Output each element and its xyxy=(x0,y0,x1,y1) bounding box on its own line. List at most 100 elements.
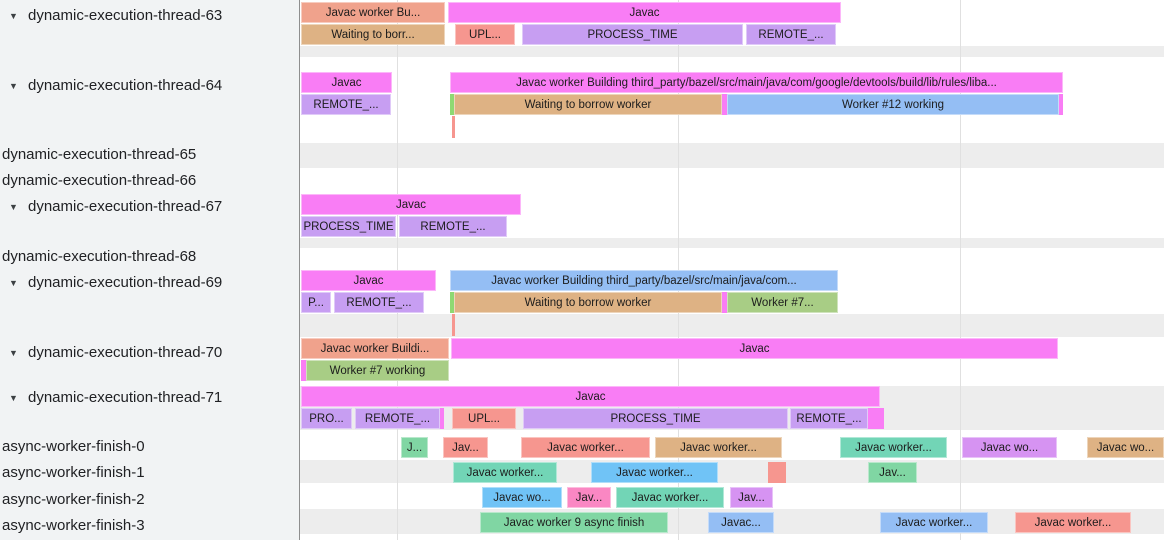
thread-row-async-worker-finish-1[interactable]: async-worker-finish-1 xyxy=(0,462,298,484)
trace-slice-label: Jav... xyxy=(452,441,479,454)
trace-slice[interactable]: Jav... xyxy=(567,487,611,508)
trace-slice[interactable]: Javac xyxy=(301,386,880,407)
thread-label: async-worker-finish-1 xyxy=(2,464,145,481)
trace-slice[interactable]: Waiting to borrow worker xyxy=(454,292,722,313)
trace-slice[interactable]: Worker #12 working xyxy=(727,94,1059,115)
trace-slice-label: Javac worker... xyxy=(895,516,973,529)
row-stripe xyxy=(300,46,1164,57)
thread-row-dynamic-execution-thread-66[interactable]: dynamic-execution-thread-66 xyxy=(0,170,298,192)
trace-slice-label: Javac worker Bu... xyxy=(325,6,421,19)
thread-row-dynamic-execution-thread-68[interactable]: dynamic-execution-thread-68 xyxy=(0,246,298,268)
trace-slice[interactable]: Javac worker... xyxy=(616,487,724,508)
trace-slice[interactable]: Javac xyxy=(301,194,521,215)
thread-label: dynamic-execution-thread-71 xyxy=(28,389,223,406)
thread-row-dynamic-execution-thread-65[interactable]: dynamic-execution-thread-65 xyxy=(0,144,298,166)
trace-slice[interactable]: Javac... xyxy=(708,512,774,533)
thread-label: dynamic-execution-thread-66 xyxy=(2,172,197,189)
thread-row-async-worker-finish-2[interactable]: async-worker-finish-2 xyxy=(0,489,298,511)
trace-sliver[interactable] xyxy=(450,292,454,313)
trace-slice-label: Javac worker... xyxy=(855,441,932,454)
trace-slice[interactable]: Javac worker Buildi... xyxy=(301,338,449,359)
thread-row-dynamic-execution-thread-71[interactable]: ▼ dynamic-execution-thread-71 xyxy=(0,387,298,409)
trace-slice-label: REMOTE_... xyxy=(758,28,824,41)
trace-slice-label: Javac wo... xyxy=(493,491,551,504)
trace-slice[interactable]: Worker #7... xyxy=(727,292,838,313)
trace-slice[interactable]: Javac worker... xyxy=(453,462,557,483)
trace-slice[interactable]: Javac xyxy=(301,72,392,93)
thread-row-dynamic-execution-thread-69[interactable]: ▼ dynamic-execution-thread-69 xyxy=(0,272,298,294)
trace-sliver[interactable] xyxy=(301,360,306,381)
trace-slice[interactable]: Javac worker Bu... xyxy=(301,2,445,23)
trace-slice[interactable]: Javac worker... xyxy=(840,437,947,458)
trace-slice[interactable]: Javac worker 9 async finish xyxy=(480,512,668,533)
trace-slice-label: Javac worker... xyxy=(631,491,709,504)
collapse-triangle-icon[interactable]: ▼ xyxy=(9,11,18,21)
trace-slice[interactable]: J... xyxy=(401,437,428,458)
trace-slice[interactable]: UPL... xyxy=(452,408,516,429)
trace-slice[interactable]: REMOTE_... xyxy=(301,94,391,115)
trace-slice[interactable]: Jav... xyxy=(730,487,773,508)
trace-slice[interactable]: Waiting to borrow worker xyxy=(454,94,722,115)
collapse-triangle-icon[interactable]: ▼ xyxy=(9,81,18,91)
collapse-triangle-icon[interactable]: ▼ xyxy=(9,202,18,212)
trace-slice[interactable]: Javac worker Building third_party/bazel/… xyxy=(450,270,838,291)
trace-slice[interactable]: REMOTE_... xyxy=(334,292,424,313)
trace-slice[interactable]: Javac wo... xyxy=(962,437,1057,458)
trace-sliver[interactable] xyxy=(768,462,786,483)
row-stripe xyxy=(300,238,1164,248)
trace-slice-label: Javac worker... xyxy=(680,441,757,454)
trace-slice[interactable]: Javac wo... xyxy=(1087,437,1164,458)
trace-slice[interactable]: Javac worker Building third_party/bazel/… xyxy=(450,72,1063,93)
trace-slice[interactable]: Javac worker... xyxy=(880,512,988,533)
collapse-triangle-icon[interactable]: ▼ xyxy=(9,348,18,358)
trace-slice-label: Javac worker Building third_party/bazel/… xyxy=(516,76,997,89)
trace-slice[interactable]: PROCESS_TIME xyxy=(523,408,788,429)
trace-slice[interactable]: Javac worker... xyxy=(655,437,782,458)
trace-slice[interactable]: REMOTE_... xyxy=(790,408,868,429)
trace-slice[interactable]: REMOTE_... xyxy=(399,216,507,237)
collapse-triangle-icon[interactable]: ▼ xyxy=(9,278,18,288)
trace-slice[interactable]: Jav... xyxy=(868,462,917,483)
trace-slice-label: Javac worker 9 async finish xyxy=(503,516,645,529)
thread-row-dynamic-execution-thread-67[interactable]: ▼ dynamic-execution-thread-67 xyxy=(0,196,298,218)
trace-slice[interactable]: REMOTE_... xyxy=(355,408,440,429)
thread-row-dynamic-execution-thread-70[interactable]: ▼ dynamic-execution-thread-70 xyxy=(0,342,298,364)
trace-slice-label: UPL... xyxy=(469,28,501,41)
thread-label: dynamic-execution-thread-69 xyxy=(28,274,223,291)
trace-slice[interactable]: Jav... xyxy=(443,437,488,458)
trace-slice-label: Javac wo... xyxy=(980,441,1039,454)
trace-sliver[interactable] xyxy=(452,314,455,336)
trace-slice[interactable]: Worker #7 working xyxy=(306,360,449,381)
trace-sliver[interactable] xyxy=(450,94,454,115)
trace-slice[interactable]: Javac wo... xyxy=(482,487,562,508)
trace-slice[interactable]: PROCESS_TIME xyxy=(301,216,396,237)
trace-slice[interactable]: REMOTE_... xyxy=(746,24,836,45)
trace-slice[interactable]: Javac xyxy=(448,2,841,23)
trace-slice[interactable]: PROCESS_TIME xyxy=(522,24,743,45)
trace-slice-label: Jav... xyxy=(575,491,603,504)
trace-slice[interactable]: P... xyxy=(301,292,331,313)
trace-slice[interactable]: Javac worker... xyxy=(1015,512,1131,533)
trace-slice[interactable]: Javac xyxy=(301,270,436,291)
trace-sliver[interactable] xyxy=(722,94,727,115)
trace-slice[interactable]: UPL... xyxy=(455,24,515,45)
trace-slice[interactable]: Javac worker... xyxy=(591,462,718,483)
trace-slice[interactable]: Javac xyxy=(451,338,1058,359)
trace-sliver[interactable] xyxy=(722,292,727,313)
thread-row-dynamic-execution-thread-63[interactable]: ▼ dynamic-execution-thread-63 xyxy=(0,5,298,27)
thread-row-dynamic-execution-thread-64[interactable]: ▼ dynamic-execution-thread-64 xyxy=(0,75,298,97)
trace-sliver[interactable] xyxy=(868,408,884,429)
thread-row-async-worker-finish-0[interactable]: async-worker-finish-0 xyxy=(0,436,298,458)
trace-sliver[interactable] xyxy=(1059,94,1063,115)
trace-slice[interactable]: Javac worker... xyxy=(521,437,650,458)
trace-slice[interactable]: Waiting to borr... xyxy=(301,24,445,45)
trace-sliver[interactable] xyxy=(440,408,444,429)
trace-slice-label: Javac xyxy=(395,198,427,211)
collapse-triangle-icon[interactable]: ▼ xyxy=(9,393,18,403)
trace-slice-label: PROCESS_TIME xyxy=(610,412,701,425)
thread-row-async-worker-finish-3[interactable]: async-worker-finish-3 xyxy=(0,515,298,537)
trace-slice[interactable]: PRO... xyxy=(301,408,352,429)
trace-slice-label: Javac... xyxy=(721,516,761,529)
trace-sliver[interactable] xyxy=(452,116,455,138)
